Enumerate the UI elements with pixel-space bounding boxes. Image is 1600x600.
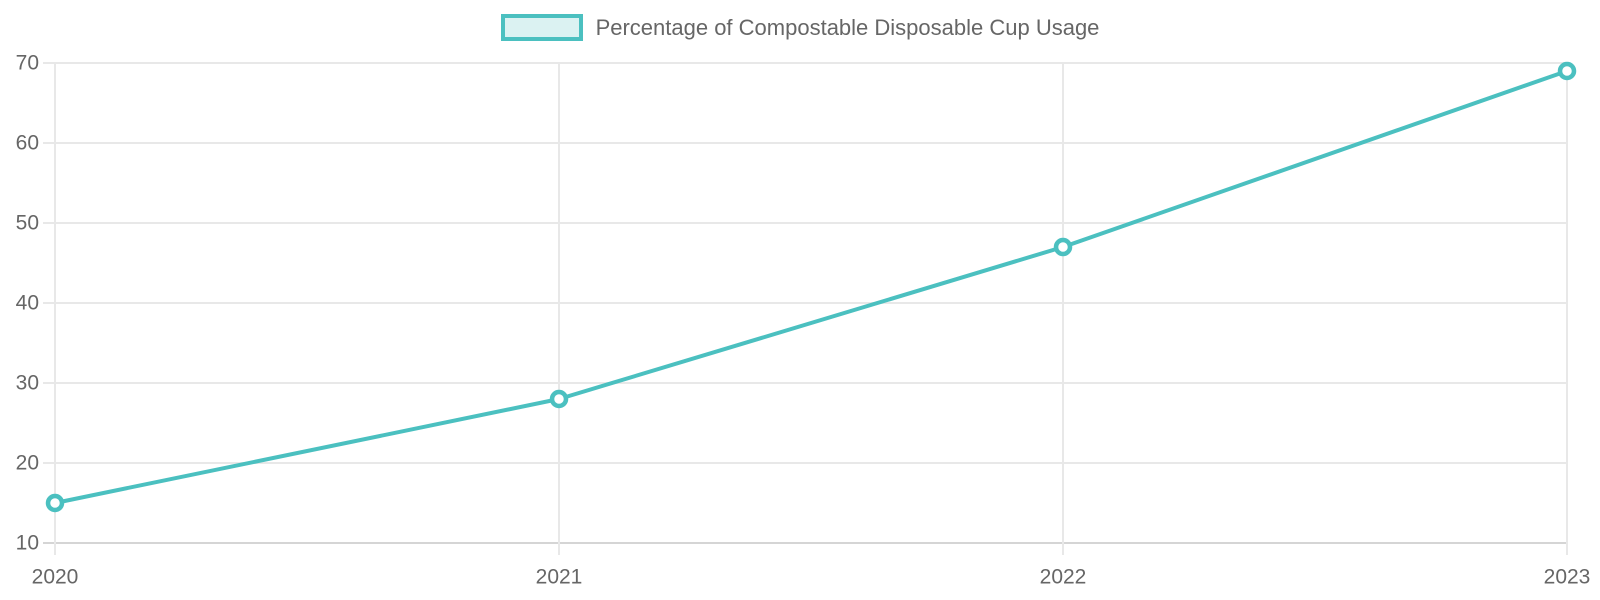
y-axis-tick-label: 50 (16, 212, 39, 235)
y-axis-tick-label: 60 (16, 132, 39, 155)
y-axis-tick-label: 70 (16, 52, 39, 75)
data-point[interactable] (549, 389, 569, 409)
legend-swatch (500, 14, 583, 41)
x-axis-tick-label: 2020 (32, 566, 79, 589)
data-line (53, 69, 1569, 505)
data-point[interactable] (45, 493, 65, 513)
y-axis-tick-label: 40 (16, 292, 39, 315)
data-point[interactable] (1557, 61, 1577, 81)
legend[interactable]: Percentage of Compostable Disposable Cup… (0, 14, 1600, 41)
x-axis-tick-label: 2022 (1040, 566, 1087, 589)
x-axis-tick-label: 2021 (536, 566, 583, 589)
data-point[interactable] (1053, 237, 1073, 257)
y-axis-tick-label: 20 (16, 452, 39, 475)
x-axis-tick-label: 2023 (1544, 566, 1591, 589)
legend-label: Percentage of Compostable Disposable Cup… (595, 15, 1100, 40)
y-axis-tick-label: 30 (16, 372, 39, 395)
y-axis-tick-label: 10 (16, 532, 39, 555)
